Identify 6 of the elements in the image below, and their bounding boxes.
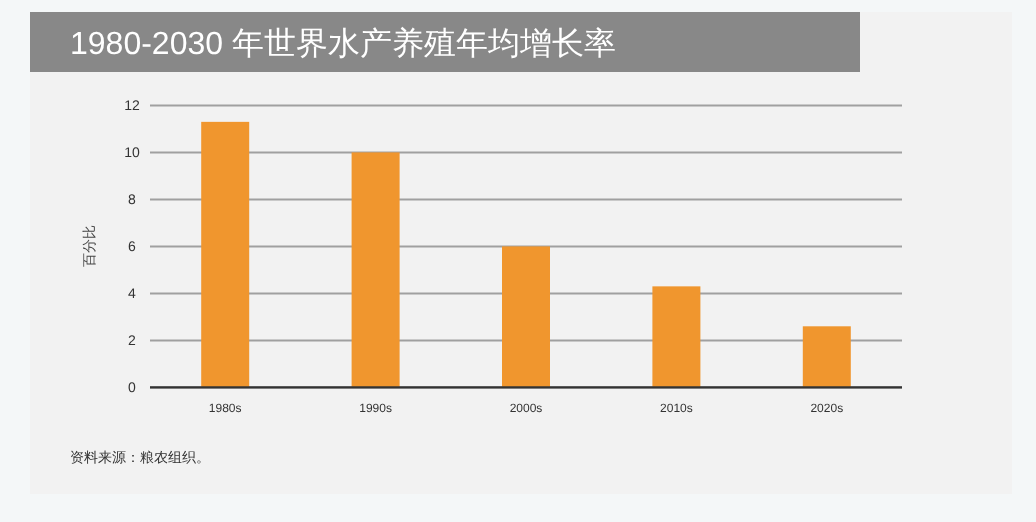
bar <box>201 121 250 388</box>
bar <box>652 286 701 388</box>
chart-title: 1980-2030 年世界水产养殖年均增长率 <box>70 26 616 62</box>
bar <box>802 326 851 388</box>
bar <box>502 246 550 388</box>
bar <box>351 152 400 388</box>
